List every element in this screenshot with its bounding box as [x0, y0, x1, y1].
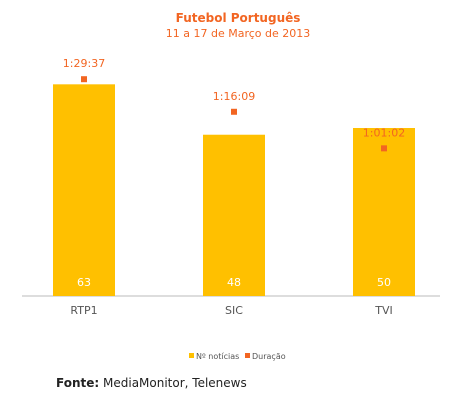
chart-title: Futebol Português [176, 11, 301, 25]
duration-label-sic: 1:16:09 [213, 90, 255, 103]
category-label-tvi: TVI [374, 304, 393, 317]
bar-value-label-sic: 48 [227, 276, 241, 289]
bar-rtp1 [53, 84, 115, 296]
bar-sic [203, 134, 265, 296]
bar-value-label-tvi: 50 [377, 276, 391, 289]
duration-label-tvi: 1:01:02 [363, 126, 405, 139]
bar-tvi [353, 128, 415, 296]
chart-subtitle: 11 a 17 de Março de 2013 [166, 27, 311, 40]
legend-label-noticias: Nº notícias [196, 352, 239, 361]
source-text: MediaMonitor, Telenews [103, 376, 247, 390]
legend: Nº notícias Duração [189, 352, 286, 361]
source-label: Fonte: [56, 376, 100, 390]
bar-value-label-rtp1: 63 [77, 276, 91, 289]
duration-marker-sic [231, 108, 237, 115]
duration-marker-tvi [381, 145, 387, 152]
legend-swatch-noticias [189, 353, 194, 358]
legend-label-duracao: Duração [252, 352, 286, 361]
category-label-sic: SIC [225, 304, 243, 317]
duration-label-rtp1: 1:29:37 [63, 57, 105, 70]
legend-swatch-duracao [245, 353, 250, 358]
source-note: Fonte: MediaMonitor, Telenews [56, 376, 247, 390]
duration-marker-rtp1 [81, 76, 87, 83]
category-label-rtp1: RTP1 [70, 304, 97, 317]
